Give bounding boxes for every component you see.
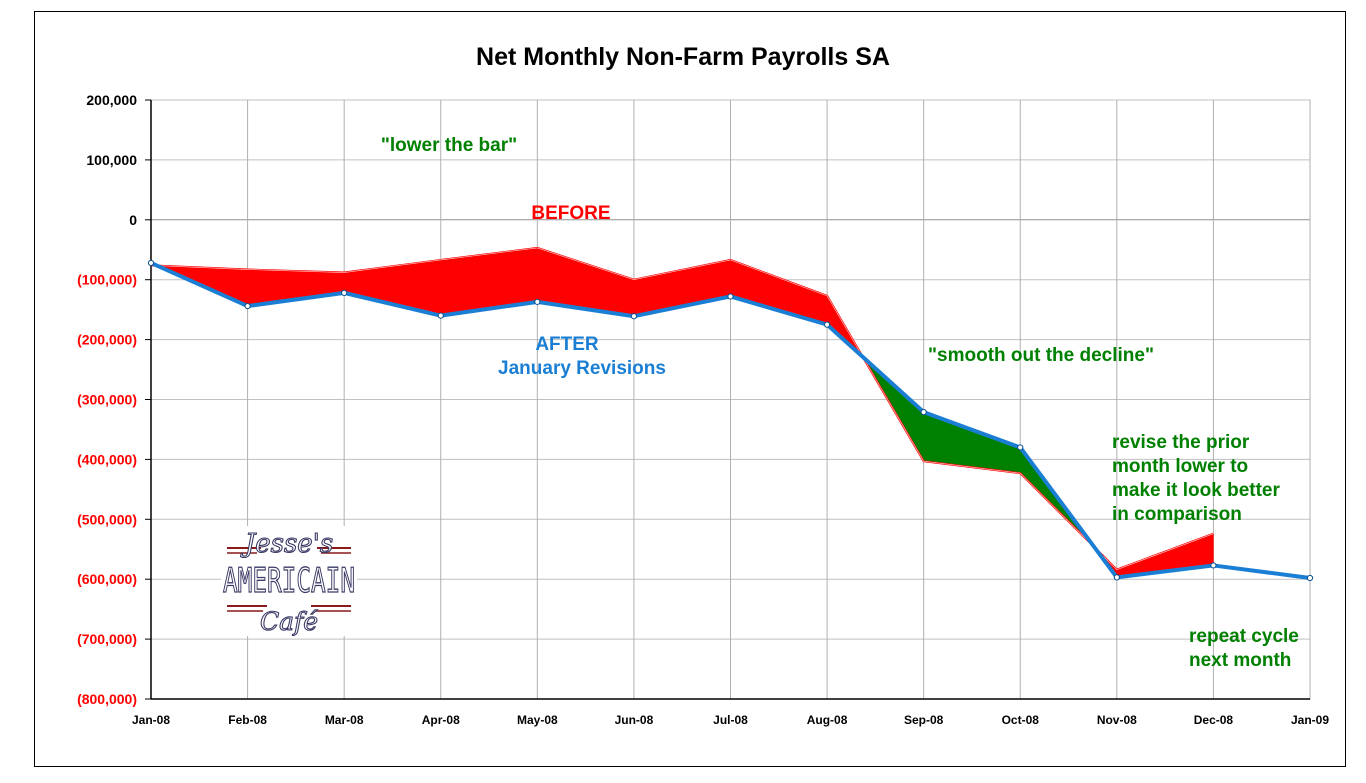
series-after-point	[1210, 562, 1217, 569]
logo: Jesse's AMERICAIN Café	[221, 526, 357, 637]
series-after-point	[823, 321, 831, 328]
logo-bottom-text: Café	[260, 607, 318, 636]
payrolls-chart: Net Monthly Non-Farm Payrolls SA 200,000…	[77, 43, 1329, 727]
series-after-point	[1017, 444, 1024, 451]
annotation-revise-2: month lower to	[1112, 456, 1248, 477]
x-tick-label: Jul-08	[713, 713, 748, 727]
x-tick-label: Jun-08	[615, 713, 654, 727]
x-tick-label: Jan-09	[1291, 713, 1329, 727]
series-after-point	[630, 313, 638, 320]
logo-top-text: Jesse's	[240, 529, 333, 559]
annotation-repeat-2: next month	[1189, 650, 1291, 671]
series-markers	[147, 259, 1314, 582]
x-tick-label: Jan-08	[132, 713, 170, 727]
chart-title: Net Monthly Non-Farm Payrolls SA	[476, 43, 890, 71]
x-tick-label: Sep-08	[904, 713, 944, 727]
logo-middle-text: AMERICAIN	[223, 561, 355, 601]
y-tick-label: 100,000	[86, 152, 137, 168]
series-after-point	[437, 312, 444, 319]
annotations: "lower the bar" BEFORE AFTER January Rev…	[381, 135, 1299, 671]
y-tick-label: 200,000	[86, 92, 137, 108]
y-tick-label: (400,000)	[77, 451, 137, 467]
y-tick-label: (800,000)	[77, 691, 137, 707]
annotation-repeat-1: repeat cycle	[1189, 626, 1299, 647]
annotation-revise-4: in comparison	[1112, 504, 1242, 525]
y-axis-ticks: 200,000 100,000 0 (100,000) (200,000) (300,00…	[77, 92, 137, 707]
series-after-point	[1306, 574, 1314, 582]
chart-frame: Net Monthly Non-Farm Payrolls SA 200,000…	[34, 11, 1346, 767]
y-tick-label: (100,000)	[77, 272, 137, 288]
y-tick-label: (200,000)	[77, 332, 137, 348]
x-tick-label: Mar-08	[325, 713, 364, 727]
series-after-point	[1113, 574, 1120, 581]
y-tick-label: 0	[129, 212, 137, 228]
annotation-lower-bar: "lower the bar"	[381, 135, 517, 156]
x-tick-label: Apr-08	[422, 713, 460, 727]
annotation-after: AFTER	[535, 334, 599, 355]
annotation-revise-3: make it look better	[1112, 480, 1280, 501]
x-tick-label: Dec-08	[1194, 713, 1234, 727]
series-after-point	[920, 408, 927, 416]
series-before-highlight	[150, 247, 1214, 570]
series-after-point	[341, 289, 348, 296]
x-tick-label: Feb-08	[228, 713, 267, 727]
series-after-point	[534, 298, 541, 305]
series-after-point	[147, 259, 155, 267]
series-after-point	[244, 302, 251, 310]
x-tick-label: May-08	[517, 713, 558, 727]
y-tick-label: (600,000)	[77, 571, 137, 587]
y-tick-label: (500,000)	[77, 511, 137, 527]
x-axis-ticks: Jan-08 Feb-08 Mar-08 Apr-08 May-08 Jun-08 Jul-…	[132, 713, 1329, 727]
annotation-revise-1: revise the prior	[1112, 432, 1250, 453]
x-tick-label: Aug-08	[807, 713, 848, 727]
x-tick-label: Oct-08	[1002, 713, 1040, 727]
series-after-point	[727, 293, 734, 300]
annotation-after-sub: January Revisions	[498, 358, 666, 379]
y-tick-label: (700,000)	[77, 631, 137, 647]
x-tick-label: Nov-08	[1097, 713, 1137, 727]
annotation-before: BEFORE	[531, 203, 610, 224]
y-tick-label: (300,000)	[77, 392, 137, 408]
annotation-smooth: "smooth out the decline"	[928, 345, 1154, 366]
